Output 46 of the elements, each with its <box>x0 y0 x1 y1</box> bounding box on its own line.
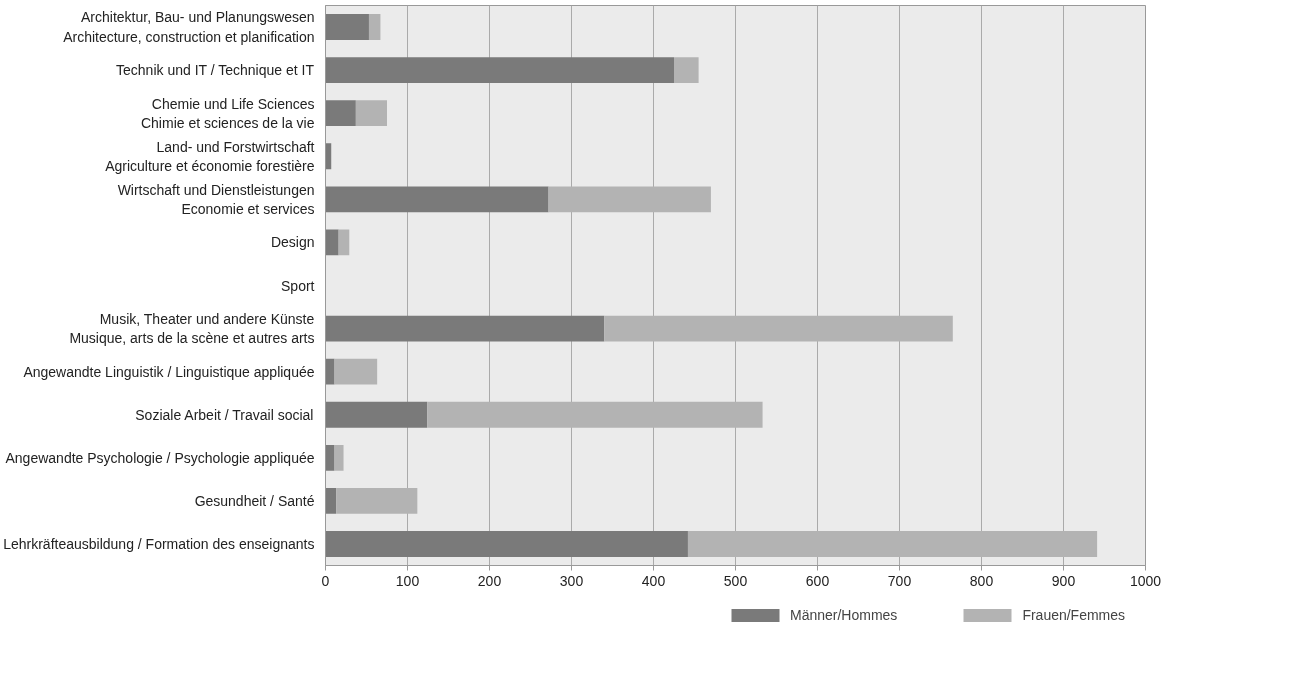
x-tick-label: 0 <box>321 572 330 589</box>
bar <box>325 444 335 471</box>
bar <box>325 186 549 213</box>
x-tick-label: 300 <box>559 572 584 589</box>
bar <box>548 186 711 213</box>
y-tick-label: Musik, Theater und andere Künste Musique, arts de la scène et autres arts <box>69 310 315 347</box>
y-tick-label: Soziale Arbeit / Travail social <box>135 406 314 423</box>
y-tick-label: Lehrkräfteausbildung / Formation des enseignants <box>3 535 315 552</box>
bar <box>427 401 763 428</box>
bar <box>325 401 428 428</box>
bar <box>325 14 369 40</box>
bar <box>334 444 344 471</box>
bar <box>325 531 688 557</box>
bar <box>334 358 378 385</box>
bar <box>338 229 350 256</box>
y-tick-label: Land- und Forstwirtschaft Agriculture et économie forestière <box>105 138 315 174</box>
bar <box>325 358 335 385</box>
x-tick-label: 1000 <box>1129 572 1162 589</box>
x-tick-label: 200 <box>477 572 502 589</box>
legend-label: Männer/Hommes <box>790 607 898 623</box>
legend-label: Frauen/Femmes <box>1022 607 1126 623</box>
x-tick-label: 500 <box>723 572 748 589</box>
y-tick-label: Technik und IT / Technique et IT <box>116 62 315 79</box>
bar <box>355 100 387 127</box>
bar <box>325 487 337 514</box>
y-tick-label: Angewandte Psychologie / Psychologie appliquée <box>5 449 315 466</box>
y-tick-label: Design <box>270 234 315 251</box>
x-tick-label: 600 <box>805 572 830 589</box>
x-tick-label: 400 <box>641 572 666 589</box>
bar <box>368 14 381 40</box>
x-tick-label: 900 <box>1051 572 1076 589</box>
y-tick-label: Gesundheit / Santé <box>194 492 315 509</box>
y-tick-label: Sport <box>281 277 315 294</box>
bar <box>325 100 356 127</box>
bar <box>674 57 699 84</box>
y-tick-label: Wirtschaft und Dienstleistungen Economie et services <box>117 181 315 217</box>
y-tick-label: Architektur, Bau- und Planungswesen Architecture, construction et planification <box>63 9 315 45</box>
x-tick-label: 800 <box>969 572 994 589</box>
bar <box>604 315 953 342</box>
y-tick-label: Chemie und Life Sciences Chimie et sciences de la vie <box>140 95 315 131</box>
x-tick-label: 100 <box>395 572 420 589</box>
bar <box>325 315 605 342</box>
bar <box>325 229 339 256</box>
bar <box>325 57 674 84</box>
x-tick-label: 700 <box>887 572 912 589</box>
y-tick-label: Angewandte Linguistik / Linguistique appliquée <box>23 363 315 380</box>
